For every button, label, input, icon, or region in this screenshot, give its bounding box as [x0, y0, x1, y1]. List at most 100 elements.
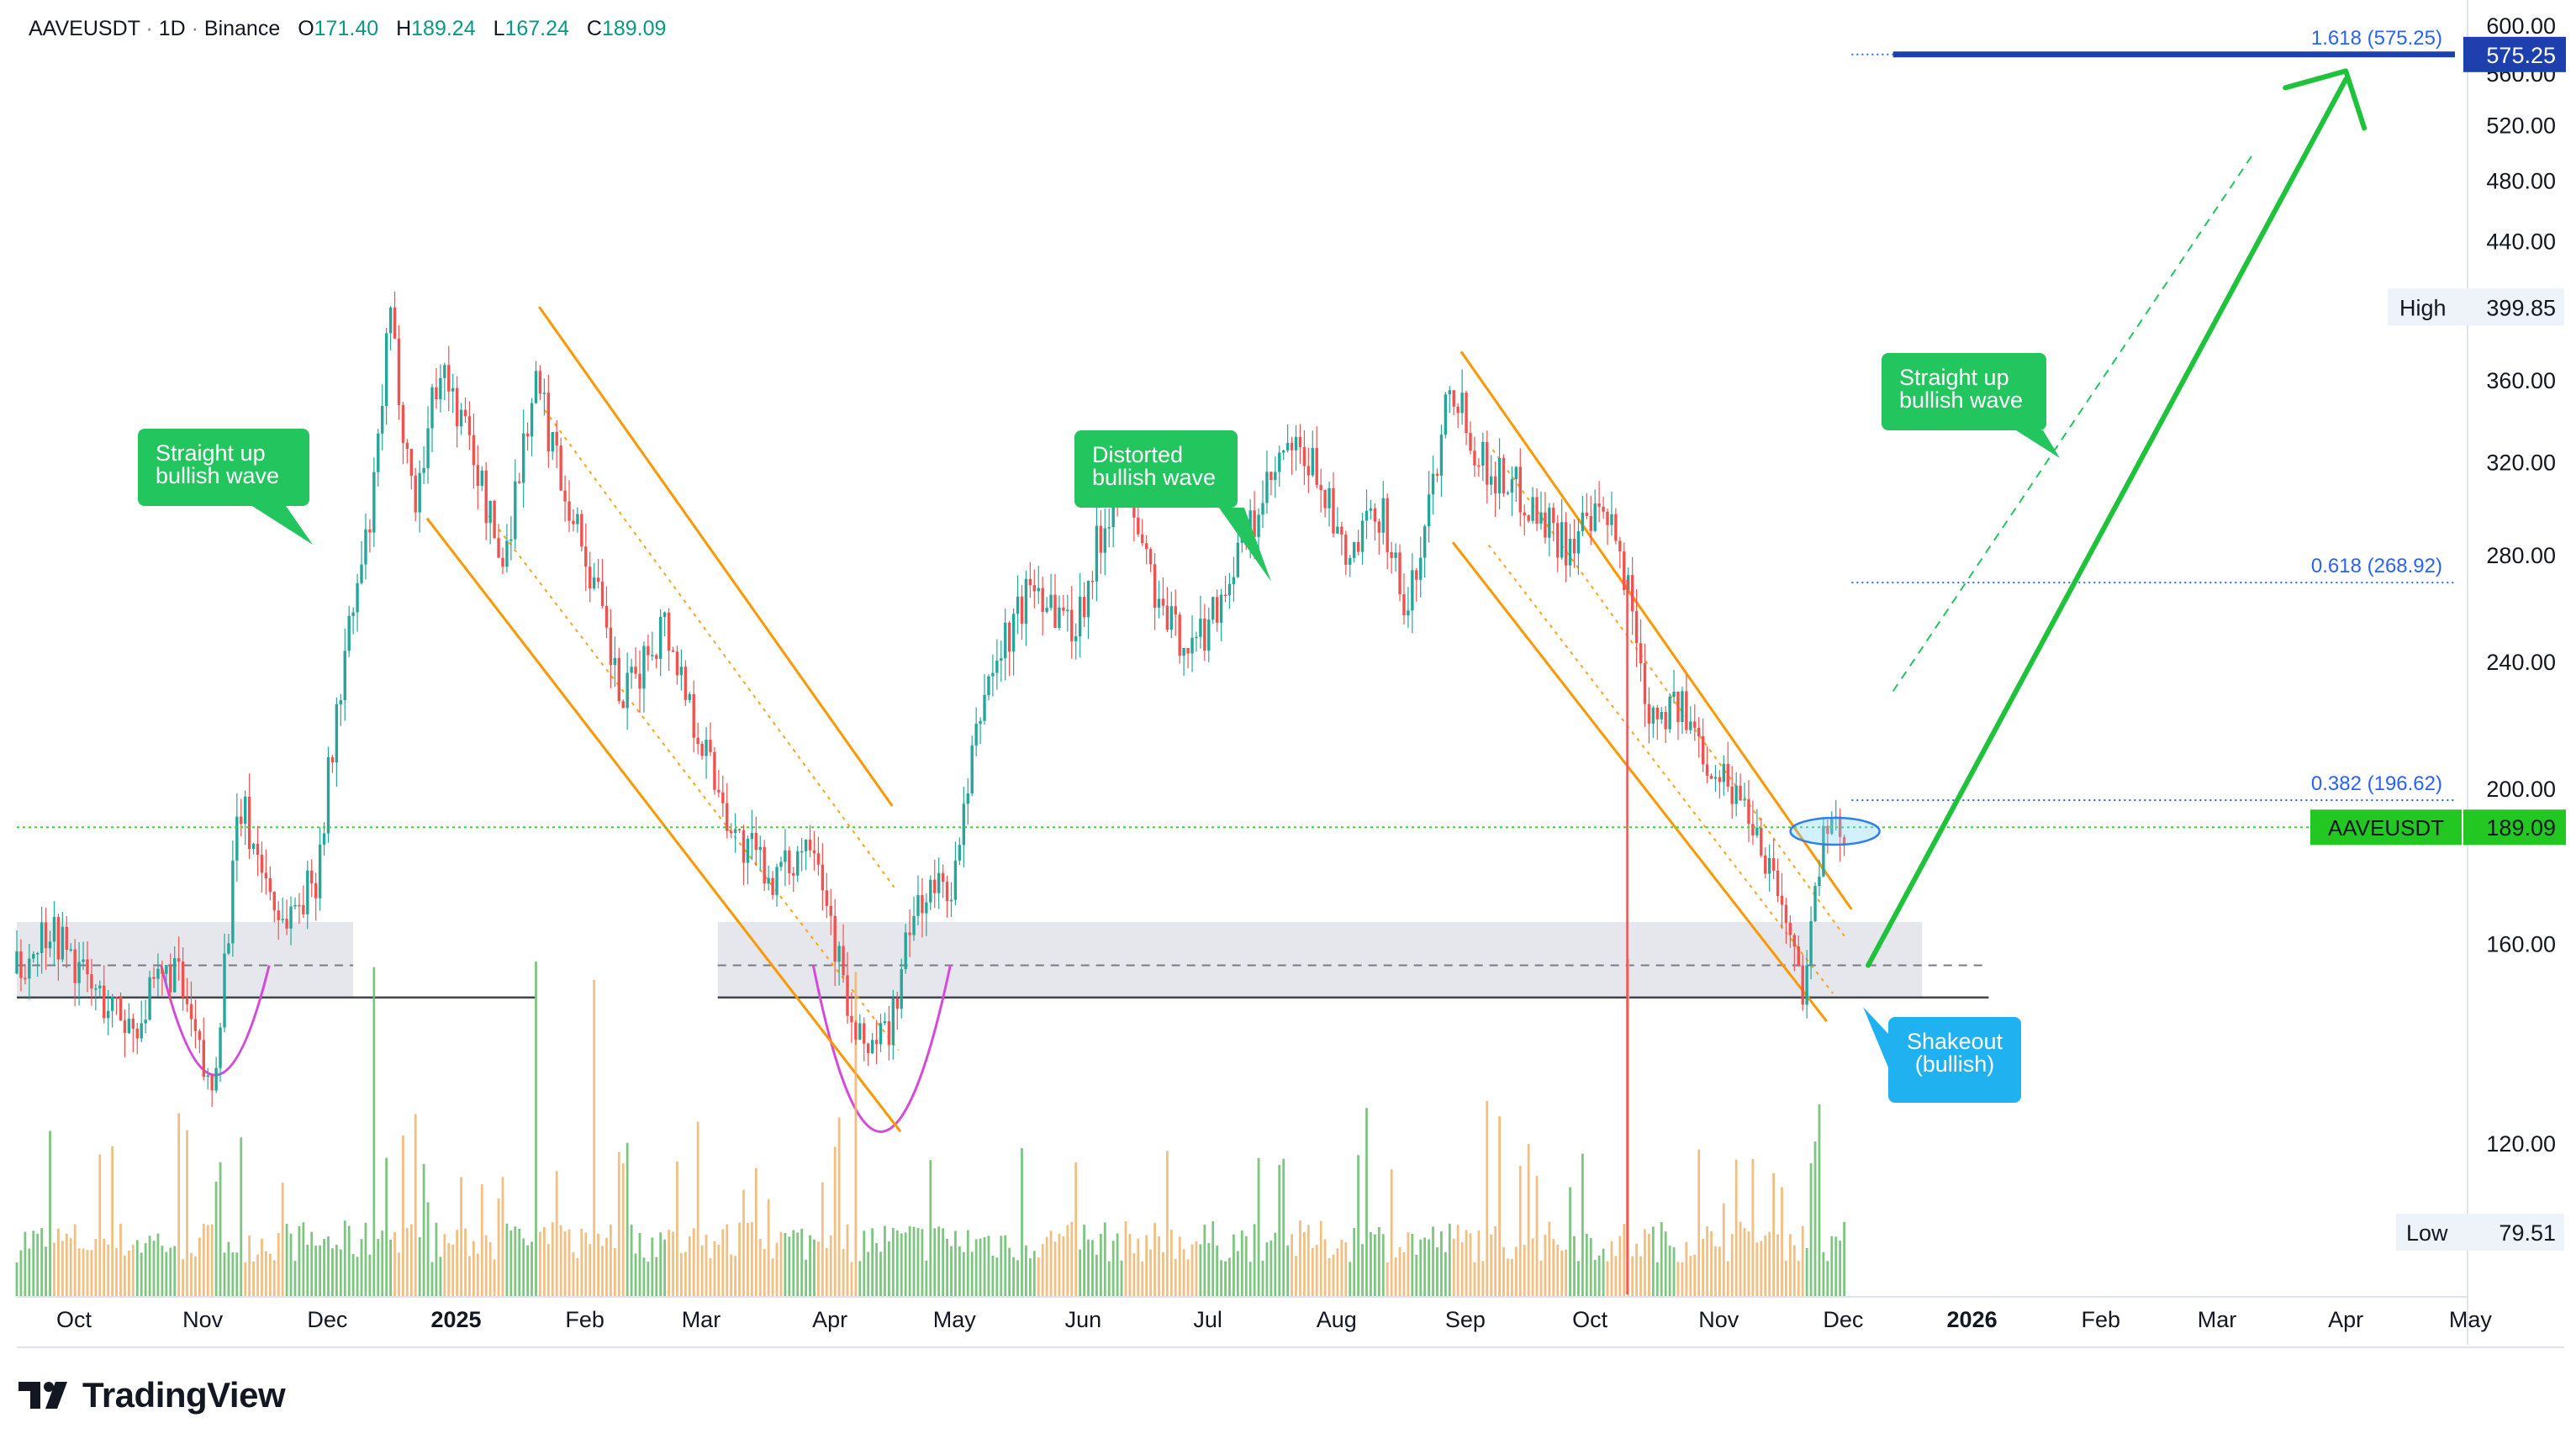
volume-bar — [1386, 1262, 1389, 1296]
volume-bar — [950, 1246, 953, 1296]
volume-bar — [248, 1236, 251, 1296]
candle-body — [726, 803, 729, 831]
candle-body — [351, 612, 355, 616]
volume-bar — [1760, 1241, 1763, 1296]
annotation-text: Straight up — [1899, 365, 2009, 390]
candle-body — [185, 998, 189, 1004]
volume-bar — [1107, 1261, 1111, 1296]
close-value: 189.09 — [601, 17, 667, 40]
candle-body — [546, 393, 551, 452]
annotation-text: (bullish) — [1915, 1051, 1995, 1077]
candle-body — [1556, 523, 1560, 558]
volume-bar — [1548, 1221, 1551, 1296]
volume-bar — [1233, 1234, 1235, 1296]
volume-bar — [119, 1223, 122, 1296]
volume-bar — [497, 1198, 500, 1296]
volume-bar — [1502, 1246, 1505, 1296]
volume-bar — [1058, 1233, 1061, 1296]
candle-body — [1655, 707, 1659, 719]
candle-body — [659, 616, 662, 659]
volume-bar — [593, 979, 596, 1296]
volume-bar — [605, 1237, 608, 1296]
candle-body — [514, 481, 517, 540]
volume-bar — [742, 1189, 745, 1296]
candle-body — [480, 470, 483, 486]
candle-body — [542, 393, 546, 394]
candle-body — [148, 977, 151, 1020]
volume-bar — [140, 1252, 143, 1296]
volume-bar — [343, 1220, 346, 1296]
candle-body — [56, 916, 61, 960]
candle-body — [1190, 637, 1194, 654]
candle-body — [302, 904, 305, 914]
volume-bar — [888, 1241, 890, 1296]
high-label: H — [396, 17, 412, 40]
volume-bar — [314, 1246, 318, 1296]
candle-body — [1236, 542, 1240, 577]
candle-body — [1634, 611, 1639, 644]
volume-bar — [1158, 1236, 1160, 1296]
volume-bar — [235, 1252, 239, 1296]
volume-bar — [82, 1248, 85, 1296]
candle-body — [247, 796, 251, 850]
candle-body — [193, 1019, 198, 1031]
candle-body — [1776, 870, 1780, 896]
volume-bar — [1689, 1256, 1692, 1296]
volume-bar — [1332, 1254, 1335, 1296]
candle-body — [15, 951, 18, 973]
candle-body — [729, 830, 733, 834]
annotation-text: Straight up — [156, 440, 266, 466]
volume-bar — [36, 1233, 40, 1296]
time-tick-label: Oct — [1572, 1307, 1608, 1332]
candle-body — [1011, 614, 1016, 652]
candle-body — [846, 975, 849, 1016]
time-tick-label: Mar — [682, 1307, 721, 1332]
candle-body — [1028, 578, 1032, 586]
candle-body — [987, 676, 990, 695]
volume-bar — [1306, 1225, 1310, 1296]
volume-bar — [1788, 1234, 1792, 1296]
volume-bar — [730, 1254, 733, 1296]
candle-body — [430, 387, 434, 429]
symbol-price-badge-label: AAVEUSDT — [2328, 815, 2444, 841]
candle-body — [1792, 935, 1797, 947]
interval[interactable]: 1D — [158, 17, 186, 40]
volume-bar — [186, 1130, 188, 1296]
volume-bar — [1813, 1141, 1817, 1296]
volume-bar — [1726, 1261, 1729, 1296]
volume-bar — [1444, 1252, 1447, 1296]
volume-bar — [555, 1171, 558, 1296]
volume-bar — [1145, 1235, 1148, 1296]
candle-body — [1651, 707, 1655, 724]
candle-body — [384, 333, 388, 406]
volume-bar — [1498, 1116, 1501, 1296]
candle-body — [372, 472, 376, 533]
candle-body — [1148, 549, 1153, 565]
volume-bar — [472, 1241, 475, 1296]
volume-bar — [655, 1257, 658, 1296]
annotation-box — [138, 429, 309, 506]
candle-body — [388, 307, 393, 334]
volume-bar — [1032, 1251, 1036, 1296]
volume-bar — [1199, 1244, 1202, 1296]
candle-body — [223, 953, 226, 1028]
candle-body — [1032, 585, 1036, 592]
candle-body — [1340, 526, 1343, 535]
volume-bar — [219, 1162, 222, 1296]
candle-body — [418, 472, 421, 513]
candle-body — [829, 905, 832, 916]
candle-body — [1527, 515, 1530, 521]
volume-bar — [912, 1226, 916, 1296]
volume-bar — [1124, 1220, 1127, 1296]
candle-body — [1576, 530, 1581, 554]
tradingview-logo[interactable]: TradingView — [18, 1375, 286, 1415]
volume-bar — [443, 1234, 446, 1296]
volume-bar — [1805, 1247, 1808, 1296]
symbol-name[interactable]: AAVEUSDT — [29, 17, 140, 40]
volume-bar — [1448, 1223, 1451, 1296]
candle-body — [1764, 855, 1767, 874]
annotation-text: bullish wave — [1899, 387, 2023, 413]
candle-body — [28, 958, 31, 979]
candle-body — [322, 833, 326, 845]
